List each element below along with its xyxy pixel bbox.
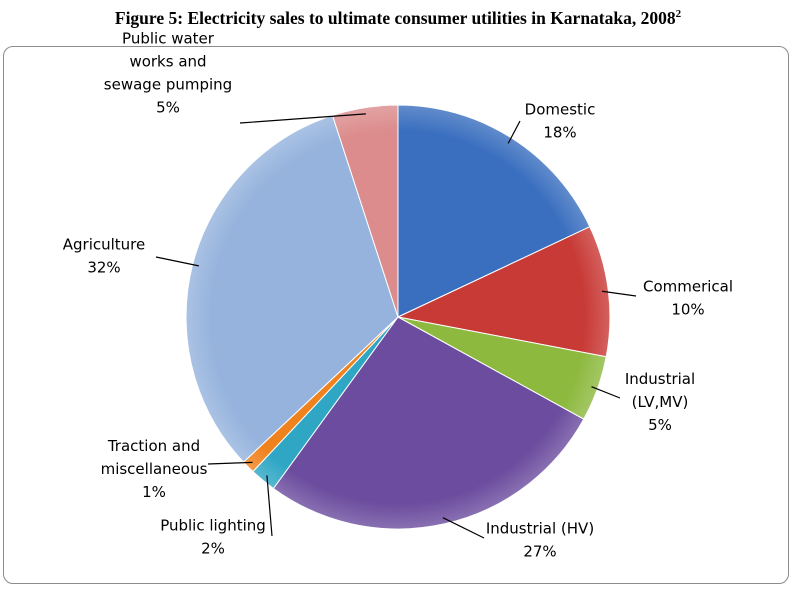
data-label-line: 1% bbox=[142, 483, 166, 501]
data-label-line: sewage pumping bbox=[104, 76, 232, 94]
data-label-line: 5% bbox=[156, 99, 180, 117]
data-label-line: works and bbox=[129, 53, 206, 71]
data-label-line: miscellaneous bbox=[101, 460, 208, 478]
data-label-line: Domestic bbox=[525, 101, 596, 119]
leader-line bbox=[601, 290, 637, 297]
leader-line bbox=[442, 517, 485, 539]
data-label-line: (LV,MV) bbox=[632, 393, 689, 411]
pie-slice-industrial-hv- bbox=[272, 316, 585, 530]
data-label: Public water works and sewage pumping 5% bbox=[104, 30, 232, 117]
leader-line bbox=[591, 386, 621, 399]
data-label-line: 10% bbox=[671, 301, 704, 319]
figure-title-text: Figure 5: Electricity sales to ultimate … bbox=[114, 8, 676, 28]
data-label: Agriculture 32% bbox=[63, 236, 146, 277]
leader-line bbox=[507, 120, 521, 144]
leader-line bbox=[207, 461, 253, 465]
data-label-line: 27% bbox=[523, 543, 556, 561]
data-label-line: 18% bbox=[543, 124, 576, 142]
data-label: Commerical 10% bbox=[643, 278, 733, 319]
data-label: Industrial (LV,MV) 5% bbox=[625, 370, 695, 434]
pie-slice-public-water-works-and-sewage-pumping bbox=[331, 104, 399, 318]
data-label: Public lighting 2% bbox=[160, 517, 266, 558]
data-label-line: Public water bbox=[122, 30, 215, 48]
data-label: Domestic 18% bbox=[525, 101, 596, 142]
data-label-line: 5% bbox=[648, 416, 672, 434]
figure-title-superscript: 2 bbox=[675, 8, 682, 21]
data-label: Traction and miscellaneous 1% bbox=[101, 437, 208, 501]
pie-slice-commerical bbox=[396, 226, 611, 358]
data-label-line: Public lighting bbox=[160, 517, 266, 535]
data-label-line: Commerical bbox=[643, 278, 733, 296]
data-label-line: Agriculture bbox=[63, 236, 146, 254]
data-label: Industrial (HV) 27% bbox=[486, 520, 594, 561]
data-label-line: Traction and bbox=[107, 437, 200, 455]
data-label-line: Industrial (HV) bbox=[486, 520, 594, 538]
data-label-line: 2% bbox=[201, 540, 225, 558]
leader-line bbox=[239, 113, 366, 124]
figure-title: Figure 5: Electricity sales to ultimate … bbox=[0, 8, 796, 29]
data-label-line: Industrial bbox=[625, 370, 695, 388]
leader-line bbox=[266, 475, 273, 537]
leader-line bbox=[155, 256, 199, 267]
data-label-line: 32% bbox=[87, 259, 120, 277]
